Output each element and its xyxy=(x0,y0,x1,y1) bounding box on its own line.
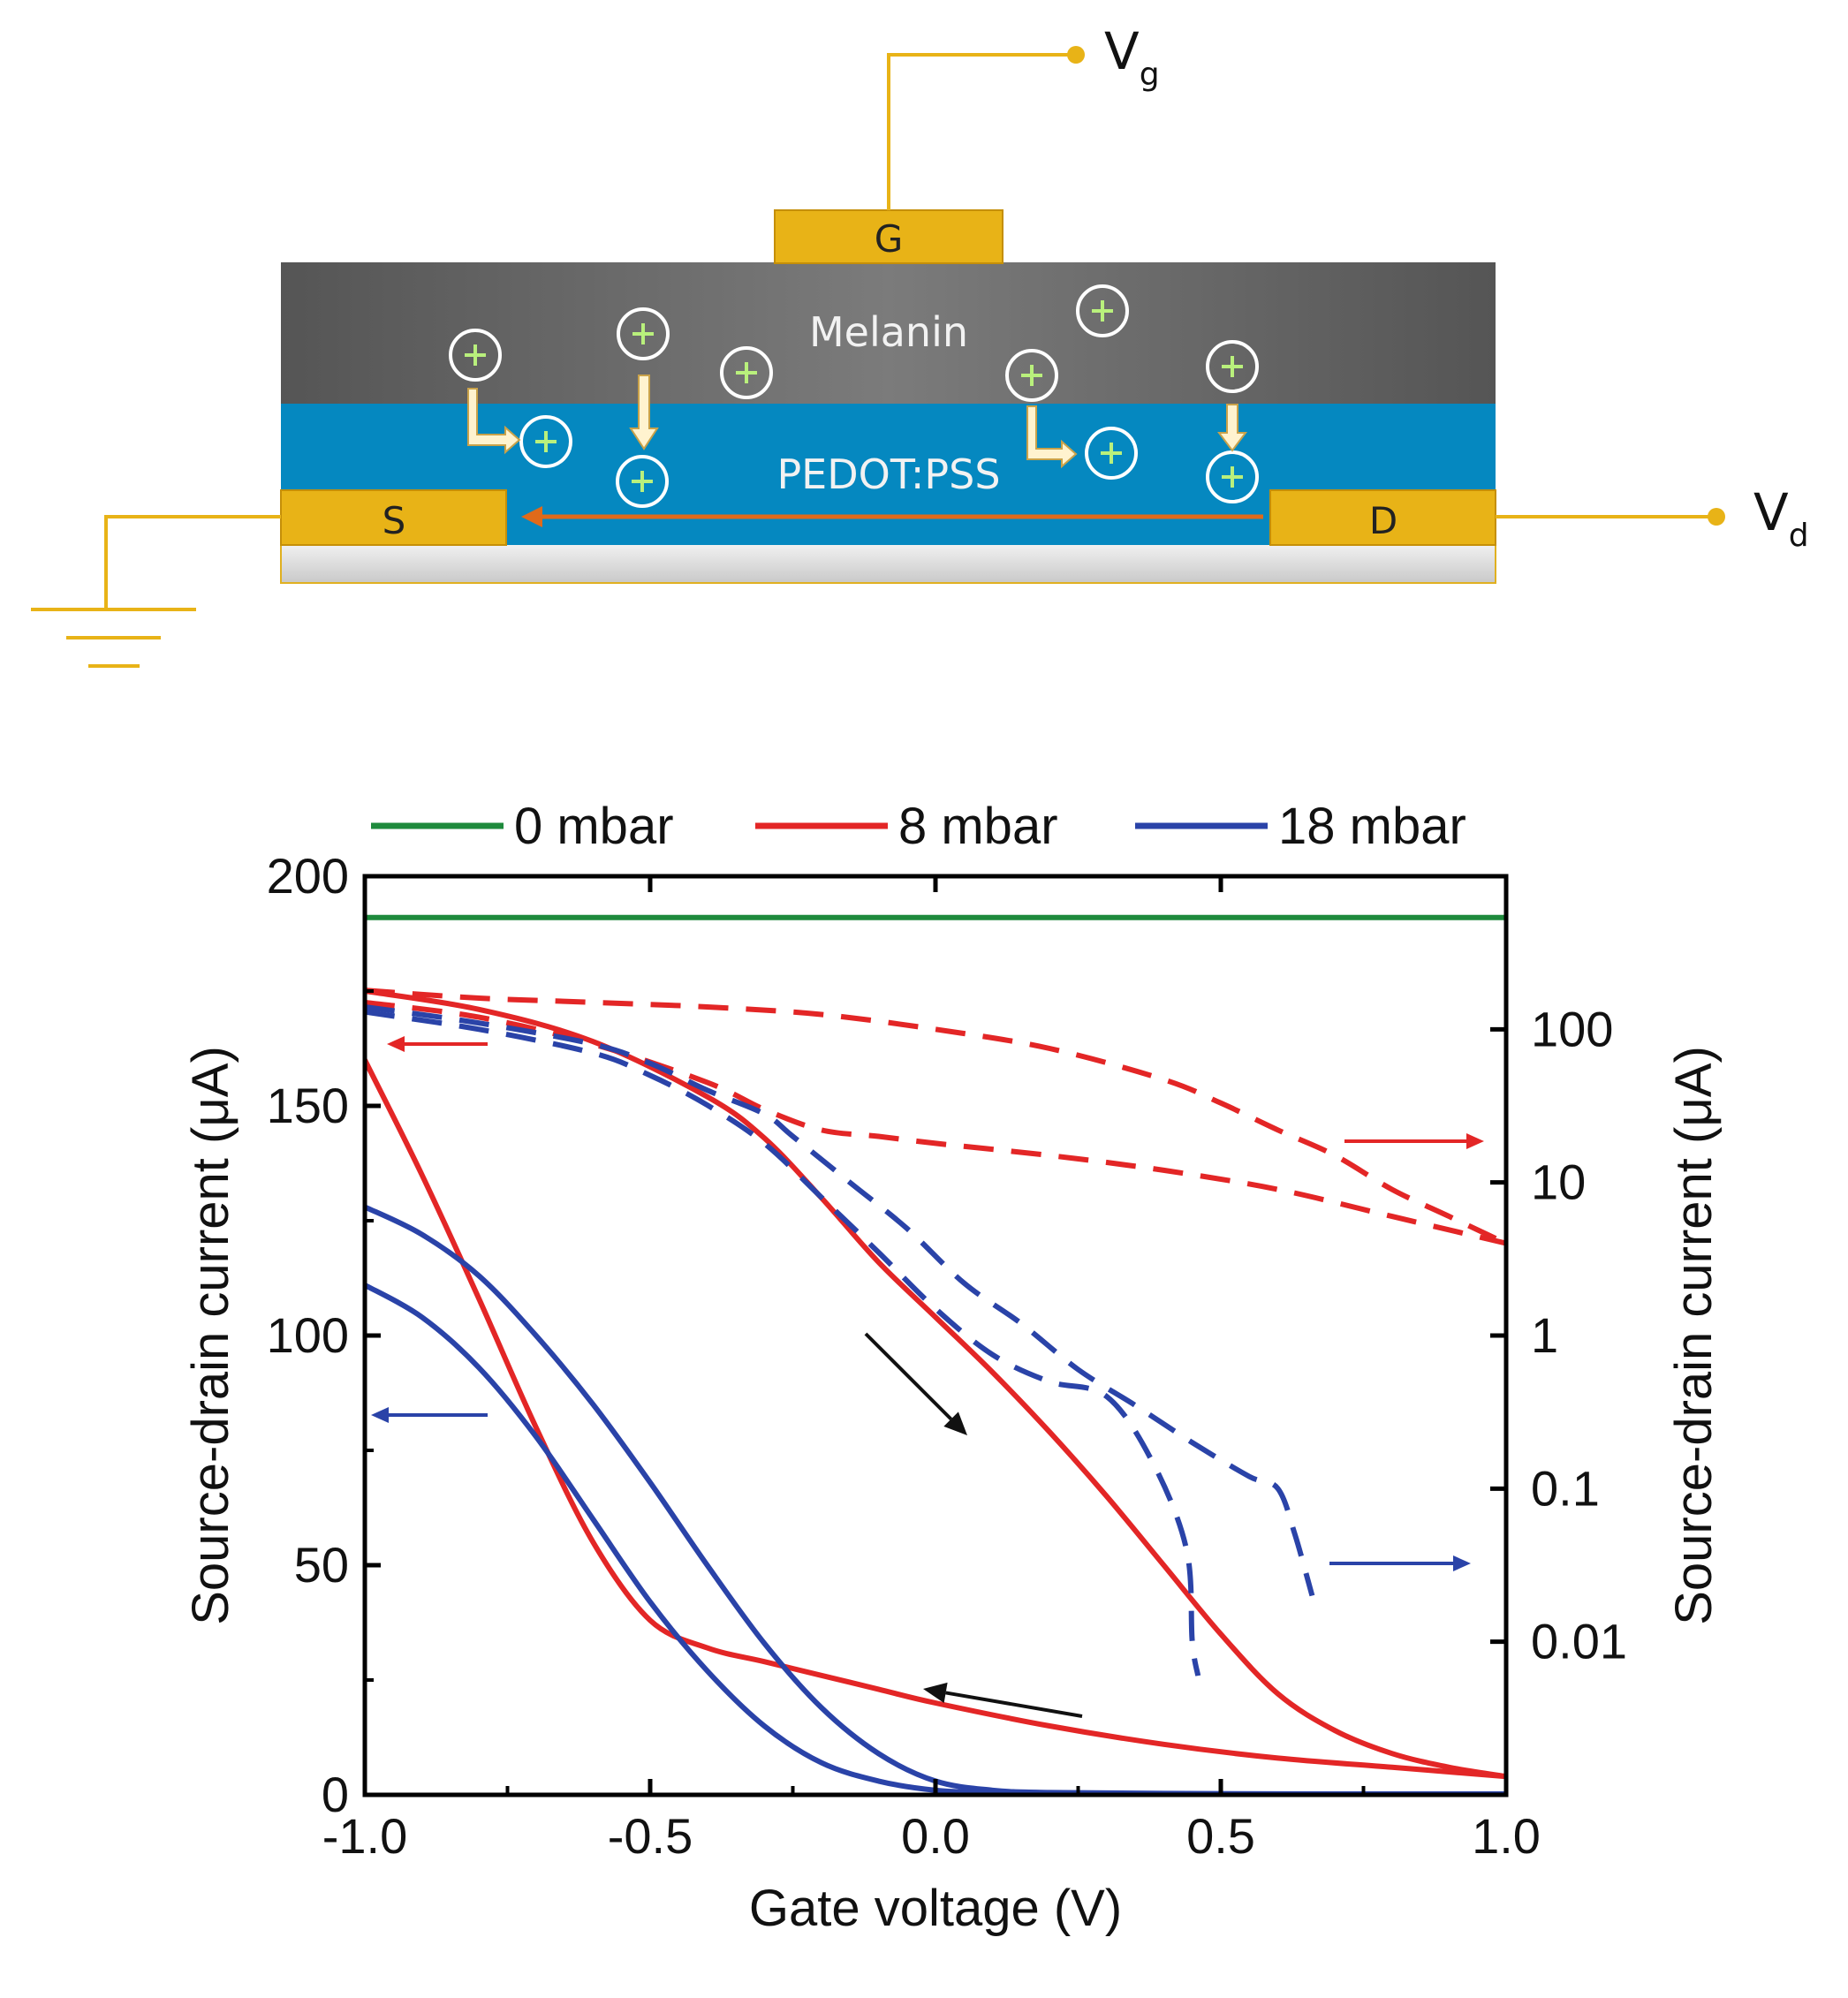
series-line-8-mbar-solid xyxy=(365,988,1506,1780)
melanin-label: Melanin xyxy=(809,308,968,356)
y-right-tick-label: 1 xyxy=(1531,1307,1558,1363)
x-tick-label: -1.0 xyxy=(322,1808,408,1864)
x-tick-label: -0.5 xyxy=(608,1808,693,1864)
x-tick-label: 0.5 xyxy=(1186,1808,1255,1864)
migration-arrow-icon xyxy=(1217,404,1247,452)
series-line-18-mbar-solid xyxy=(365,1283,1506,1795)
ion-migration-arrows xyxy=(467,375,1247,469)
channel-current-arrow xyxy=(521,506,1263,527)
y-left-axis-label: Source-drain current (μA) xyxy=(182,1046,239,1625)
axis-arrow-8mbar-right-head xyxy=(1466,1133,1484,1149)
vd-label: Vd xyxy=(1753,482,1809,554)
source-label: S xyxy=(382,499,406,542)
y-left-tick-label: 150 xyxy=(267,1078,349,1133)
y-right-tick-label: 0.01 xyxy=(1531,1614,1627,1669)
legend-label-8-mbar: 8 mbar xyxy=(898,798,1058,855)
gate-wire xyxy=(887,53,1073,210)
migration-arrow-icon xyxy=(629,375,659,450)
gate-label: G xyxy=(875,217,904,261)
substrate-layer xyxy=(280,542,1496,584)
series-group xyxy=(365,914,1506,1795)
y-left-tick-label: 50 xyxy=(294,1537,349,1593)
migration-arrow-icon xyxy=(467,388,521,455)
series-line-18-mbar-dashed xyxy=(365,1009,1201,1676)
y-right-axis-label: Source-drain current (μA) xyxy=(1665,1046,1723,1625)
legend-label-0-mbar: 0 mbar xyxy=(514,798,674,855)
y-left-tick-label: 100 xyxy=(267,1307,349,1363)
sweep-arrow-forward-head xyxy=(943,1411,967,1435)
drain-terminal xyxy=(1708,508,1725,526)
x-axis-label: Gate voltage (V) xyxy=(749,1880,1122,1937)
legend-label-18-mbar: 18 mbar xyxy=(1278,798,1466,855)
series-line-18-mbar-dashed xyxy=(365,1004,1315,1597)
series-line-8-mbar-solid xyxy=(365,1058,1506,1780)
y-left-tick-label: 0 xyxy=(322,1767,349,1822)
device-schematic: G S D Melanin PEDOT:PSS Vg Vd xyxy=(31,21,1809,668)
y-left-tick-label: 200 xyxy=(267,848,349,904)
x-tick-label: 0.0 xyxy=(901,1808,970,1864)
sweep-arrow-reverse xyxy=(945,1691,1083,1718)
migration-arrow-icon xyxy=(1026,405,1078,469)
transfer-curve-chart: -1.0 -0.5 0.0 0.5 1.0 0 50 100 150 200 0.01 0.1 1 10 1… xyxy=(182,798,1723,1937)
series-line-8-mbar-dashed xyxy=(365,988,1506,1246)
sweep-arrow-reverse-head xyxy=(923,1682,948,1703)
y-right-tick-label: 10 xyxy=(1531,1154,1586,1210)
axis-arrow-8mbar-left-head xyxy=(387,1036,405,1052)
source-ground-wire xyxy=(31,515,281,668)
gate-electrode xyxy=(774,209,1004,264)
axis-arrow-18mbar-left-head xyxy=(371,1407,389,1423)
sweep-arrow-forward xyxy=(864,1332,953,1421)
gate-terminal xyxy=(1067,46,1085,64)
vg-label: Vg xyxy=(1104,21,1160,93)
y-right-tick-label: 0.1 xyxy=(1531,1460,1600,1516)
y-right-tick-label: 100 xyxy=(1531,1001,1613,1056)
drain-label: D xyxy=(1369,499,1397,542)
pedot-label: PEDOT:PSS xyxy=(776,450,1000,498)
series-line-18-mbar-solid xyxy=(365,1204,1506,1795)
x-tick-label: 1.0 xyxy=(1472,1808,1541,1864)
series-line-8-mbar-dashed xyxy=(365,999,1506,1246)
axis-arrow-18mbar-right-head xyxy=(1453,1555,1471,1571)
